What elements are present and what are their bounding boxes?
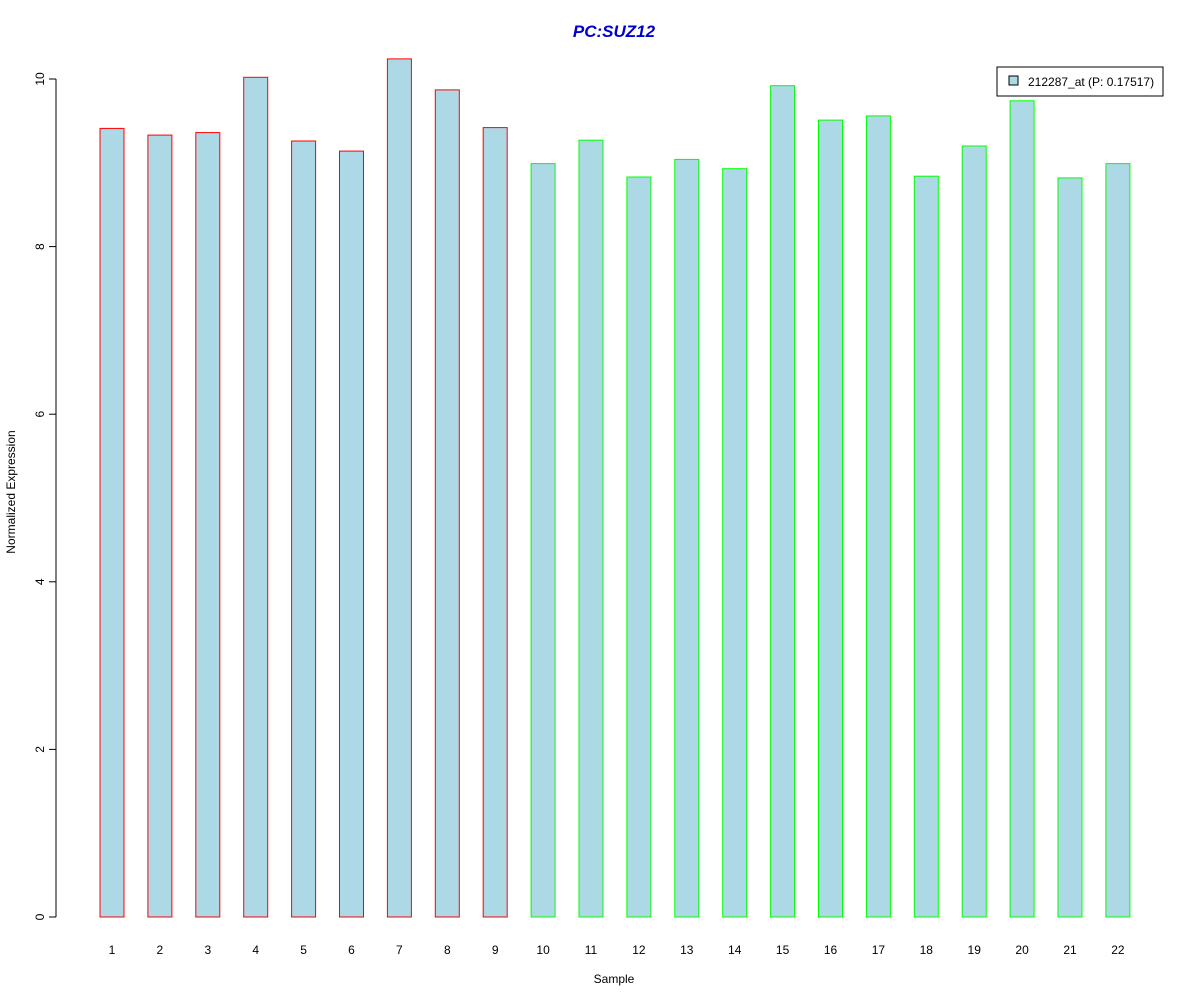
legend-swatch: [1008, 75, 1019, 86]
legend: 212287_at (P: 0.17517): [996, 66, 1164, 97]
x-tick-label: 2: [157, 943, 164, 957]
y-tick-label: 2: [33, 746, 47, 753]
y-axis: 0 2 4 6 8 10: [33, 72, 57, 920]
bar-sample-4: [243, 76, 269, 918]
bar-sample-17: [865, 115, 891, 918]
bar-sample-3: [195, 132, 221, 918]
bar-sample-14: [722, 168, 748, 918]
y-tick-label: 8: [33, 243, 47, 250]
chart-title: PC:SUZ12: [573, 22, 656, 41]
x-tick-label: 22: [1111, 943, 1125, 957]
x-tick-label: 1: [109, 943, 116, 957]
y-tick-label: 10: [33, 72, 47, 86]
bar-sample-2: [147, 134, 173, 918]
y-tick-label: 4: [33, 578, 47, 585]
bar-sample-18: [913, 175, 939, 918]
x-tick-label: 9: [492, 943, 499, 957]
bar-sample-6: [339, 150, 364, 918]
x-tick-label: 4: [252, 943, 259, 957]
x-tick-label: 11: [585, 943, 598, 957]
bar-sample-9: [482, 127, 508, 918]
bars-group: [99, 58, 1131, 918]
x-tick-label: 20: [1015, 943, 1029, 957]
bar-sample-10: [530, 163, 556, 918]
x-tick-label: 6: [348, 943, 355, 957]
y-tick-label: 0: [33, 913, 47, 920]
legend-label: 212287_at (P: 0.17517): [1028, 75, 1154, 89]
x-tick-label: 8: [444, 943, 451, 957]
bar-sample-15: [770, 85, 796, 918]
x-tick-label: 17: [872, 943, 886, 957]
x-tick-label: 15: [776, 943, 790, 957]
x-axis-title: Sample: [594, 972, 635, 986]
bar-sample-5: [291, 140, 317, 918]
bar-sample-8: [434, 89, 460, 918]
bar-sample-20: [1009, 100, 1035, 918]
x-tick-label: 12: [632, 943, 646, 957]
x-tick-label: 14: [728, 943, 742, 957]
bar-sample-21: [1057, 177, 1083, 918]
bar-sample-16: [818, 119, 843, 918]
x-tick-label: 16: [824, 943, 838, 957]
x-tick-label: 10: [536, 943, 550, 957]
x-tick-labels: 1 2 3 4 5 6 7 8 9 10 11 12 13 14 15 16 17 18 19 20 21 22: [109, 943, 1125, 957]
x-tick-label: 5: [300, 943, 307, 957]
bar-sample-12: [626, 176, 652, 918]
bar-sample-13: [674, 158, 700, 918]
legend-box: [996, 66, 1164, 97]
x-tick-label: 13: [680, 943, 694, 957]
x-tick-label: 21: [1063, 943, 1077, 957]
bar-sample-1: [99, 127, 125, 918]
bar-sample-11: [578, 139, 604, 918]
bar-sample-7: [386, 58, 412, 918]
y-tick-label: 6: [33, 411, 47, 418]
x-tick-label: 7: [396, 943, 403, 957]
x-tick-label: 3: [204, 943, 211, 957]
bar-sample-19: [961, 145, 987, 918]
x-tick-label: 19: [968, 943, 982, 957]
y-axis-title: Normalized Expression: [4, 430, 18, 553]
bar-sample-22: [1105, 163, 1131, 918]
x-tick-label: 18: [920, 943, 934, 957]
